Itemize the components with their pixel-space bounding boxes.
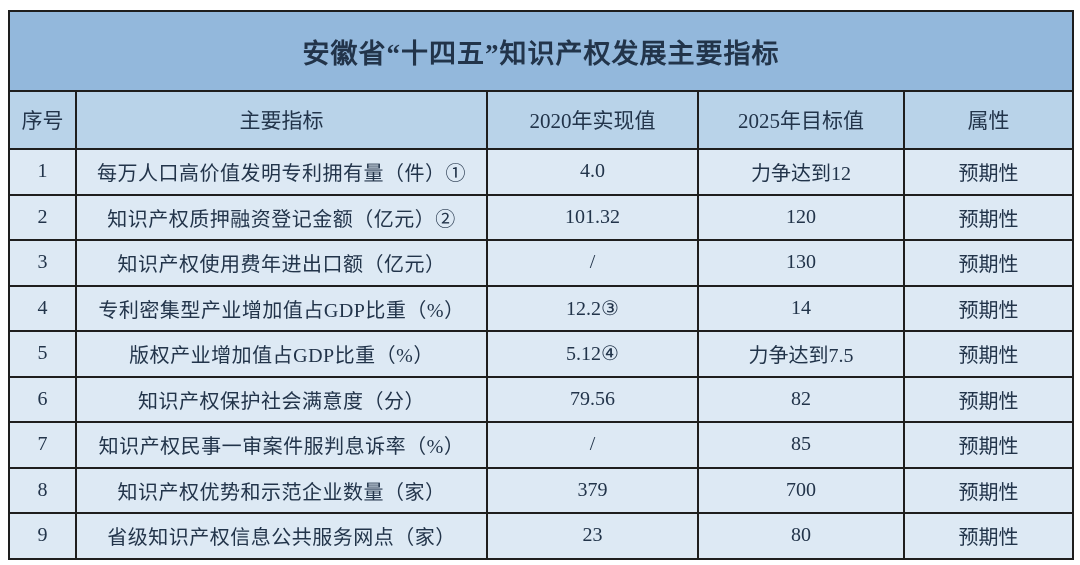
cell-2020-actual: 23 [486,512,699,560]
table-row: 7 知识产权民事一审案件服判息诉率（%） / 85 预期性 [8,421,1075,469]
cell-attribute: 预期性 [902,148,1075,196]
cell-attribute: 预期性 [902,512,1075,560]
table-row: 1 每万人口高价值发明专利拥有量（件）① 4.0 力争达到12 预期性 [8,148,1075,196]
cell-2020-actual: 4.0 [486,148,699,196]
header-row: 序号 主要指标 2020年实现值 2025年目标值 属性 [8,90,1075,150]
table-row: 6 知识产权保护社会满意度（分） 79.56 82 预期性 [8,375,1075,423]
indicator-table: 安徽省“十四五”知识产权发展主要指标 序号 主要指标 2020年实现值 2025… [7,10,1075,560]
cell-attribute: 预期性 [902,284,1075,332]
cell-indicator: 知识产权质押融资登记金额（亿元）② [75,193,488,241]
cell-2025-target: 130 [697,239,905,287]
cell-indicator: 专利密集型产业增加值占GDP比重（%） [75,284,488,332]
cell-index: 4 [8,284,77,332]
cell-2020-actual: / [486,239,699,287]
cell-2020-actual: 379 [486,466,699,514]
cell-2025-target: 82 [697,375,905,423]
cell-indicator: 知识产权民事一审案件服判息诉率（%） [75,421,488,469]
cell-2025-target: 80 [697,512,905,560]
cell-2025-target: 700 [697,466,905,514]
table-row: 8 知识产权优势和示范企业数量（家） 379 700 预期性 [8,466,1075,514]
col-header-2025-target: 2025年目标值 [697,90,905,150]
cell-index: 9 [8,512,77,560]
cell-attribute: 预期性 [902,193,1075,241]
cell-2025-target: 120 [697,193,905,241]
cell-2020-actual: 79.56 [486,375,699,423]
cell-index: 3 [8,239,77,287]
cell-index: 5 [8,330,77,378]
cell-index: 8 [8,466,77,514]
col-header-attribute: 属性 [902,90,1075,150]
table-title: 安徽省“十四五”知识产权发展主要指标 [7,10,1075,92]
table-row: 4 专利密集型产业增加值占GDP比重（%） 12.2③ 14 预期性 [8,284,1075,332]
col-header-2020-actual: 2020年实现值 [486,90,699,150]
cell-indicator: 版权产业增加值占GDP比重（%） [75,330,488,378]
col-header-indicator: 主要指标 [75,90,488,150]
cell-attribute: 预期性 [902,421,1075,469]
cell-2025-target: 力争达到7.5 [697,330,905,378]
cell-2020-actual: / [486,421,699,469]
cell-attribute: 预期性 [902,375,1075,423]
cell-2025-target: 14 [697,284,905,332]
cell-2025-target: 力争达到12 [697,148,905,196]
cell-2020-actual: 5.12④ [486,330,699,378]
cell-2025-target: 85 [697,421,905,469]
cell-index: 6 [8,375,77,423]
cell-attribute: 预期性 [902,466,1075,514]
cell-index: 7 [8,421,77,469]
table-row: 3 知识产权使用费年进出口额（亿元） / 130 预期性 [8,239,1075,287]
cell-2020-actual: 12.2③ [486,284,699,332]
cell-attribute: 预期性 [902,239,1075,287]
table-body: 1 每万人口高价值发明专利拥有量（件）① 4.0 力争达到12 预期性 2 知识… [8,148,1075,560]
table-row: 9 省级知识产权信息公共服务网点（家） 23 80 预期性 [8,512,1075,560]
cell-indicator: 每万人口高价值发明专利拥有量（件）① [75,148,488,196]
table-row: 5 版权产业增加值占GDP比重（%） 5.12④ 力争达到7.5 预期性 [8,330,1075,378]
cell-indicator: 知识产权保护社会满意度（分） [75,375,488,423]
cell-indicator: 省级知识产权信息公共服务网点（家） [75,512,488,560]
table-row: 2 知识产权质押融资登记金额（亿元）② 101.32 120 预期性 [8,193,1075,241]
cell-index: 1 [8,148,77,196]
title-row: 安徽省“十四五”知识产权发展主要指标 [7,10,1075,92]
cell-attribute: 预期性 [902,330,1075,378]
col-header-index: 序号 [8,90,77,150]
cell-indicator: 知识产权优势和示范企业数量（家） [75,466,488,514]
cell-indicator: 知识产权使用费年进出口额（亿元） [75,239,488,287]
cell-2020-actual: 101.32 [486,193,699,241]
cell-index: 2 [8,193,77,241]
